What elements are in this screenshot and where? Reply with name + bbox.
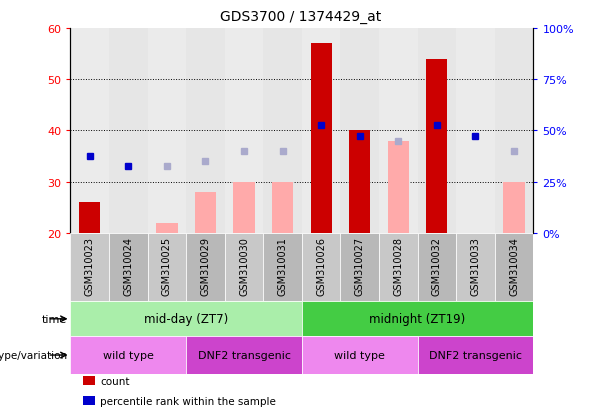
Bar bbox=[302, 233, 340, 301]
Bar bbox=[109, 29, 148, 233]
Text: GSM310029: GSM310029 bbox=[200, 237, 210, 296]
Bar bbox=[225, 29, 264, 233]
Bar bbox=[456, 233, 495, 301]
Text: mid-day (ZT7): mid-day (ZT7) bbox=[144, 313, 228, 325]
Bar bbox=[302, 301, 533, 337]
Bar bbox=[225, 233, 264, 301]
Text: GSM310023: GSM310023 bbox=[85, 237, 95, 296]
Bar bbox=[349, 131, 370, 233]
Bar bbox=[311, 44, 332, 233]
Text: genotype/variation: genotype/variation bbox=[0, 350, 67, 360]
Text: DNF2 transgenic: DNF2 transgenic bbox=[429, 350, 522, 360]
Bar bbox=[70, 233, 109, 301]
Bar bbox=[264, 29, 302, 233]
Text: midnight (ZT19): midnight (ZT19) bbox=[370, 313, 466, 325]
Bar bbox=[417, 337, 533, 374]
Bar bbox=[148, 233, 186, 301]
Bar bbox=[234, 182, 254, 233]
Bar bbox=[340, 29, 379, 233]
Bar bbox=[70, 301, 302, 337]
Text: GSM310030: GSM310030 bbox=[239, 237, 249, 295]
Text: GSM310034: GSM310034 bbox=[509, 237, 519, 295]
Bar bbox=[186, 233, 225, 301]
Bar bbox=[148, 29, 186, 233]
Text: wild type: wild type bbox=[334, 350, 385, 360]
Text: wild type: wild type bbox=[103, 350, 154, 360]
Bar bbox=[379, 29, 417, 233]
Bar bbox=[70, 29, 109, 233]
Bar bbox=[109, 233, 148, 301]
Bar bbox=[387, 141, 409, 233]
Text: GSM310027: GSM310027 bbox=[355, 237, 365, 296]
Text: GDS3700 / 1374429_at: GDS3700 / 1374429_at bbox=[219, 10, 381, 24]
Text: GSM310024: GSM310024 bbox=[123, 237, 134, 296]
Bar bbox=[426, 59, 447, 233]
Bar bbox=[503, 182, 525, 233]
Bar bbox=[379, 233, 417, 301]
Text: GSM310025: GSM310025 bbox=[162, 237, 172, 296]
Bar bbox=[302, 337, 417, 374]
Bar bbox=[495, 233, 533, 301]
Bar bbox=[79, 203, 101, 233]
Bar bbox=[340, 233, 379, 301]
Text: GSM310031: GSM310031 bbox=[278, 237, 287, 295]
Text: time: time bbox=[42, 314, 67, 324]
Bar bbox=[195, 192, 216, 233]
Text: GSM310033: GSM310033 bbox=[470, 237, 481, 295]
Bar bbox=[302, 29, 340, 233]
Text: DNF2 transgenic: DNF2 transgenic bbox=[197, 350, 291, 360]
Bar bbox=[495, 29, 533, 233]
Text: GSM310026: GSM310026 bbox=[316, 237, 326, 296]
Text: GSM310032: GSM310032 bbox=[432, 237, 442, 296]
Bar bbox=[417, 29, 456, 233]
Bar bbox=[417, 233, 456, 301]
Bar bbox=[264, 233, 302, 301]
Bar bbox=[70, 337, 186, 374]
Bar bbox=[156, 223, 178, 233]
Bar bbox=[186, 29, 225, 233]
Bar bbox=[272, 182, 293, 233]
Text: percentile rank within the sample: percentile rank within the sample bbox=[100, 396, 276, 406]
Bar bbox=[186, 337, 302, 374]
Text: GSM310028: GSM310028 bbox=[394, 237, 403, 296]
Text: count: count bbox=[100, 376, 129, 386]
Bar bbox=[456, 29, 495, 233]
